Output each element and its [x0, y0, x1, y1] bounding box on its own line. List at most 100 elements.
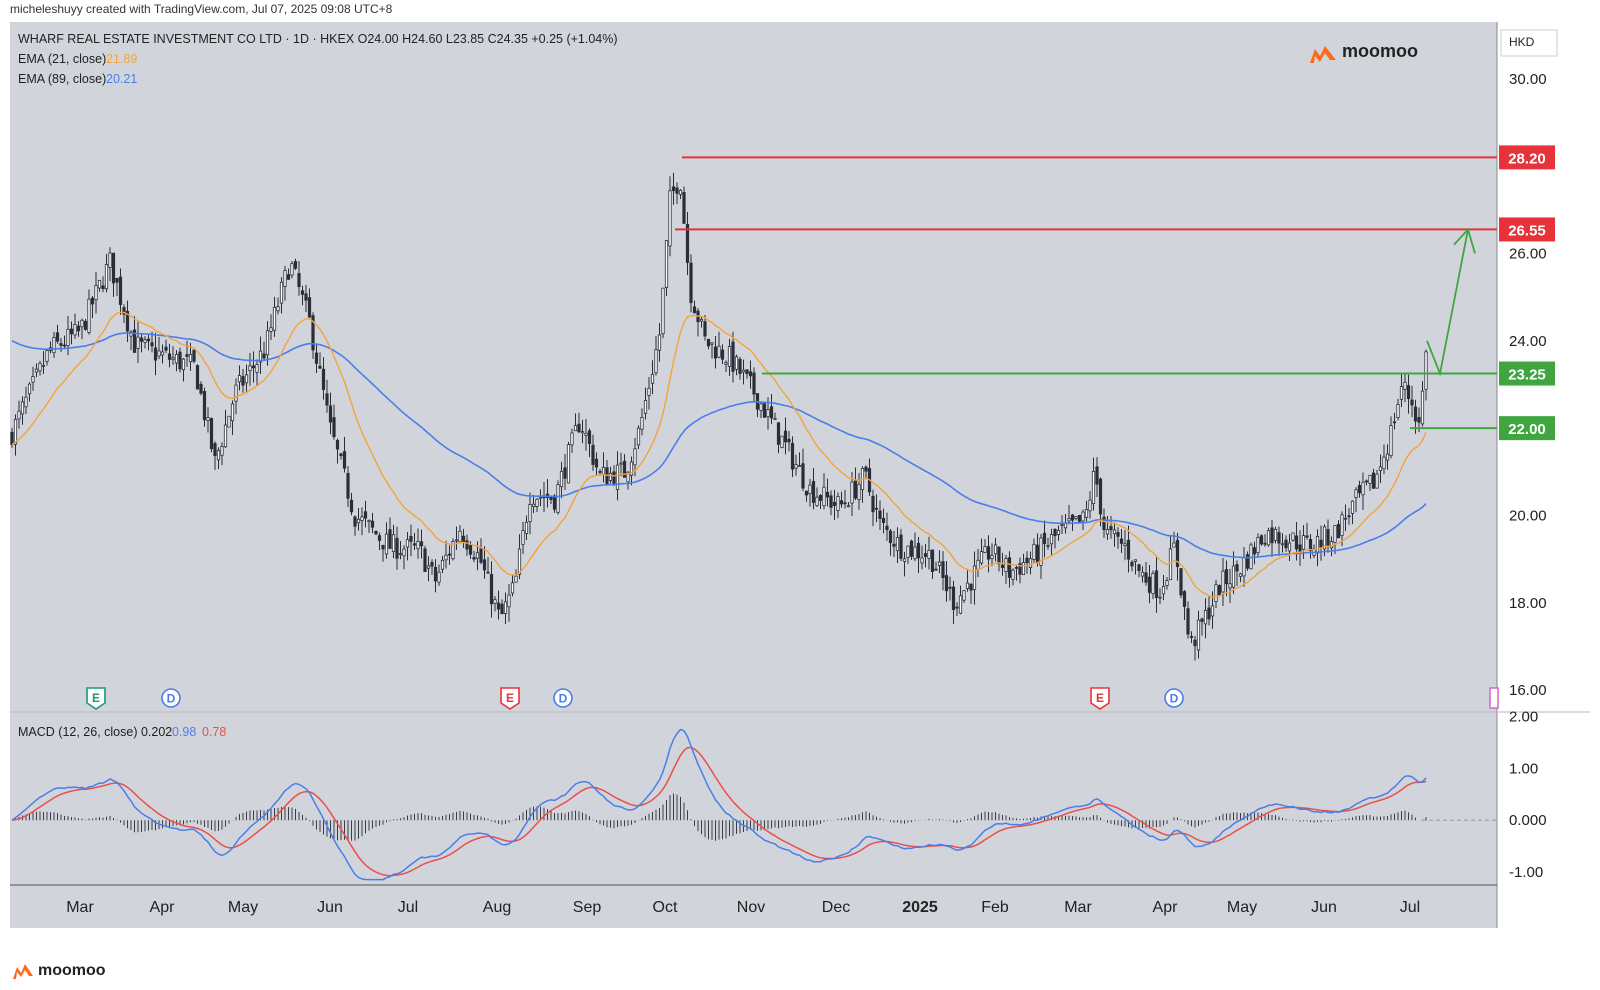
candle-body — [577, 423, 581, 433]
candle-body — [993, 544, 998, 555]
candle-body — [1095, 466, 1099, 485]
candle-body — [1133, 559, 1138, 562]
candle-body — [538, 496, 543, 499]
candle-body — [671, 186, 676, 192]
candle-body — [682, 192, 686, 224]
candle-body — [1403, 381, 1407, 390]
candle-body — [24, 396, 28, 408]
candle-body — [661, 287, 665, 335]
candle-body — [304, 293, 308, 301]
candle-body — [986, 546, 991, 560]
candle-body — [454, 539, 459, 542]
candle-body — [1210, 605, 1215, 617]
candle-body — [1161, 586, 1166, 595]
candle-body — [370, 520, 375, 528]
earnings-marker-icon — [500, 687, 520, 710]
candle-body — [664, 240, 669, 288]
candle-body — [1025, 557, 1029, 564]
candle-body — [703, 321, 707, 337]
candle-body — [720, 349, 725, 360]
candle-body — [794, 464, 798, 469]
candle-body — [199, 383, 203, 394]
ema89-legend-value: 20.21 — [106, 72, 137, 86]
candle-body — [475, 552, 480, 559]
ema21-legend-label: EMA (21, close) — [18, 52, 106, 66]
chart-area[interactable]: 28.20 26.55 23.25 22.00 30.00 26.00 24.00 20.00… — [10, 22, 1590, 950]
candle-body — [486, 571, 490, 574]
earnings-marker-letter: E — [506, 691, 514, 705]
candle-body — [101, 285, 105, 290]
candle-body — [234, 384, 238, 402]
candle-body — [1200, 618, 1204, 622]
candle-body — [584, 432, 588, 436]
candle-body — [902, 558, 907, 562]
macd-legend-macd-value: 0.98 — [172, 725, 196, 739]
candle-body — [895, 537, 900, 552]
price-chart-svg[interactable]: 28.20 26.55 23.25 22.00 30.00 26.00 24.00 20.00… — [10, 22, 1590, 950]
chart-background — [10, 22, 1497, 928]
candle-body — [139, 337, 144, 342]
candle-body — [1382, 456, 1386, 470]
candle-body — [157, 350, 161, 357]
candle-body — [780, 435, 784, 448]
candle-body — [346, 472, 350, 499]
candle-body — [1130, 561, 1134, 567]
candle-body — [367, 520, 371, 523]
candle-body — [1014, 566, 1019, 569]
candle-body — [258, 350, 263, 363]
macd-y-tick-1.00: 1.00 — [1509, 760, 1538, 777]
event-marker-D-5: D — [1164, 688, 1184, 708]
candle-body — [766, 409, 770, 418]
candle-body — [790, 443, 795, 470]
candle-body — [808, 484, 812, 495]
candle-body — [307, 297, 312, 318]
candle-body — [1203, 609, 1208, 625]
candle-body — [164, 346, 168, 351]
macd-y-tick-0.000: 0.000 — [1509, 812, 1547, 829]
candle-body — [969, 583, 973, 591]
candle-body — [1252, 547, 1257, 555]
moomoo-logo-icon — [13, 964, 33, 979]
candle-body — [38, 362, 42, 372]
candle-body — [339, 453, 343, 457]
candle-body — [633, 448, 637, 466]
candle-body — [699, 318, 704, 322]
y-tick-18.00: 18.00 — [1509, 595, 1547, 612]
candle-body — [885, 525, 889, 531]
event-marker-E-2: E — [500, 687, 520, 710]
candle-body — [1112, 529, 1117, 535]
candle-body — [321, 368, 326, 390]
candle-body — [832, 501, 837, 506]
candle-body — [647, 387, 651, 396]
candle-body — [1413, 406, 1418, 422]
candle-body — [437, 571, 441, 583]
candle-body — [598, 471, 602, 473]
candle-body — [461, 535, 466, 543]
candle-body — [87, 298, 91, 333]
candle-body — [489, 574, 494, 605]
macd-y-tick--1.00: -1.00 — [1509, 864, 1543, 881]
dividend-marker-letter: D — [167, 692, 176, 706]
earnings-marker-letter: E — [92, 691, 100, 705]
candle-body — [1049, 534, 1054, 545]
candle-body — [990, 555, 994, 560]
candle-body — [881, 518, 886, 523]
candle-body — [1375, 473, 1379, 489]
macd-y-tick-2.00: 2.00 — [1509, 709, 1538, 726]
candle-body — [293, 261, 298, 269]
candle-body — [916, 542, 921, 559]
candle-body — [1147, 576, 1152, 593]
candle-body — [220, 446, 224, 456]
dividend-marker-letter: D — [559, 692, 568, 706]
candle-body — [717, 345, 721, 358]
candle-body — [202, 390, 207, 421]
candle-body — [482, 559, 487, 571]
candle-body — [1196, 619, 1201, 651]
candle-body — [493, 599, 497, 604]
candle-body — [388, 529, 392, 549]
candle-body — [216, 450, 221, 461]
projection-arrow — [1426, 229, 1469, 377]
macd-legend: MACD (12, 26, close) 0.202 0.98 0.78 — [18, 725, 226, 739]
candle-body — [1060, 524, 1064, 526]
candle-body — [1322, 526, 1327, 550]
